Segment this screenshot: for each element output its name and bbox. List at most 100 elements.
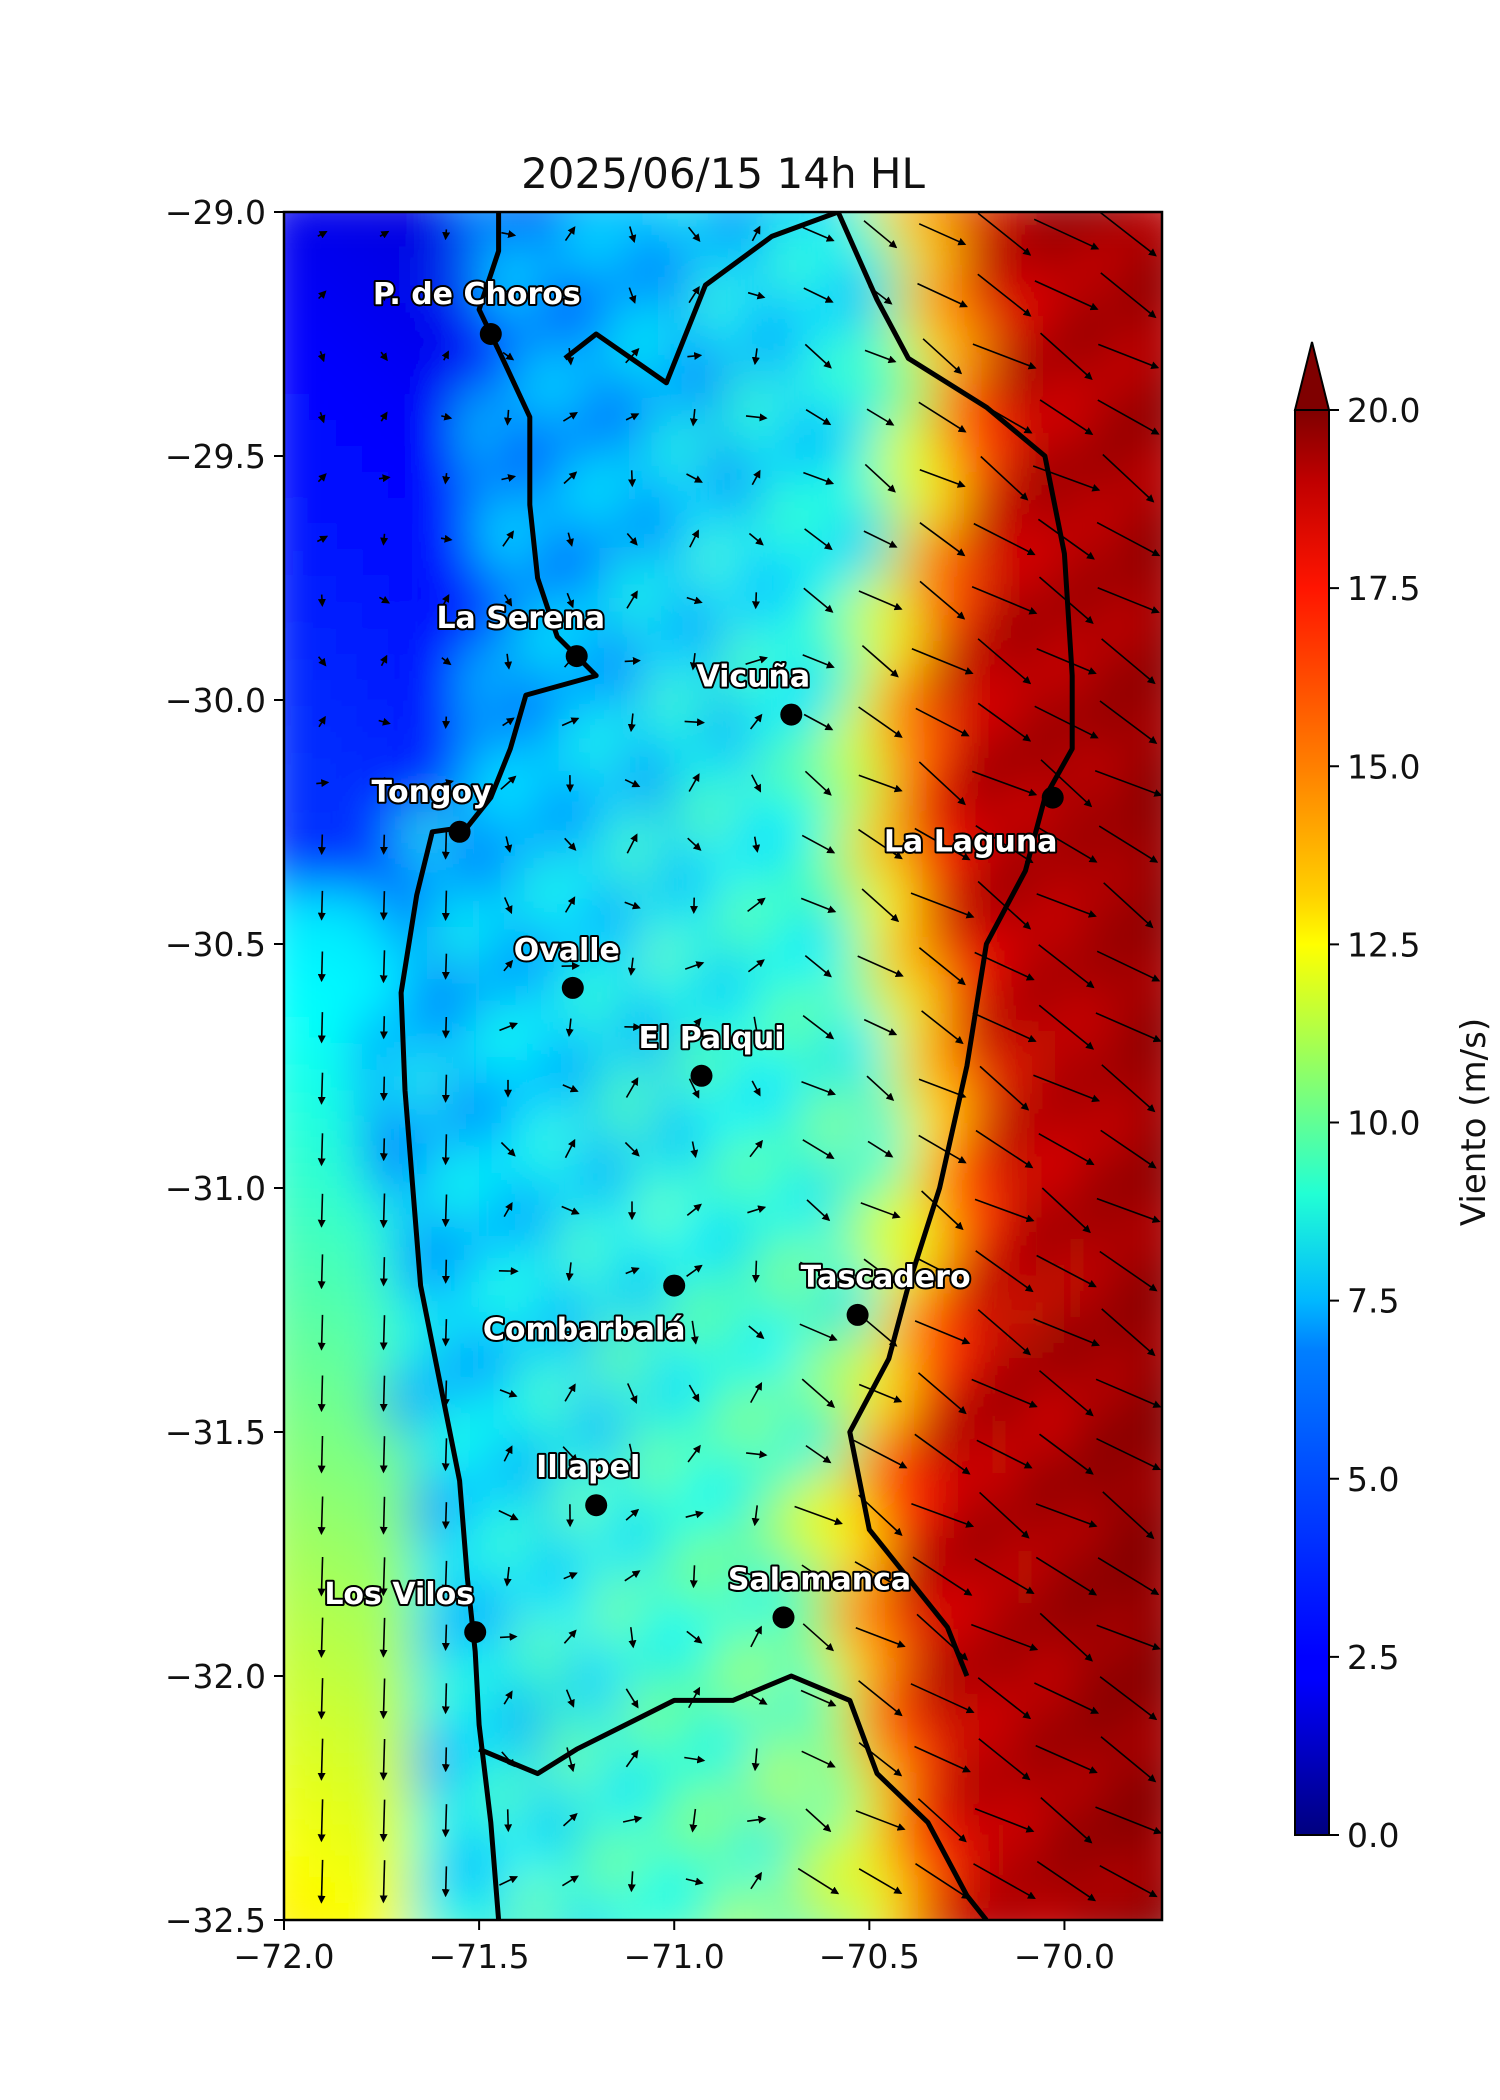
x-tick-label: −70.0 xyxy=(1014,1937,1115,1976)
wind-vector xyxy=(746,1450,768,1459)
y-tick-label: −32.5 xyxy=(165,1901,266,1940)
colorbar-tick-label: 2.5 xyxy=(1347,1638,1399,1677)
wind-vector xyxy=(625,1749,639,1768)
wind-vector xyxy=(805,409,832,426)
wind-vector xyxy=(379,1799,388,1842)
wind-vector xyxy=(1038,1004,1095,1050)
wind-vector xyxy=(1033,218,1100,250)
wind-vector xyxy=(504,836,513,854)
wind-vector xyxy=(797,1867,840,1895)
wind-vector xyxy=(441,1194,450,1228)
wind-vector xyxy=(975,825,1034,864)
wind-vector xyxy=(806,1199,831,1222)
wind-vector xyxy=(566,348,575,366)
wind-vector xyxy=(1037,518,1095,560)
wind-vector xyxy=(441,1683,450,1715)
wind-vector xyxy=(751,1080,761,1097)
wind-vector xyxy=(979,1065,1030,1111)
wind-vector xyxy=(317,1375,326,1413)
wind-vector xyxy=(918,1078,967,1099)
wind-vector xyxy=(503,1324,512,1342)
wind-vector xyxy=(379,1138,388,1162)
wind-vector xyxy=(805,1444,832,1464)
city-dot xyxy=(565,645,588,668)
wind-vector xyxy=(975,1250,1034,1293)
wind-vector xyxy=(1035,1503,1098,1528)
wind-vector xyxy=(685,1510,704,1519)
wind-vector xyxy=(1034,705,1099,739)
wind-vector xyxy=(441,657,452,666)
wind-speed-field xyxy=(284,212,1162,1920)
wind-vector xyxy=(1038,576,1094,624)
wind-vector xyxy=(860,1202,901,1219)
wind-vector xyxy=(628,287,637,304)
wind-vector xyxy=(855,1810,906,1831)
wind-vector xyxy=(566,1747,576,1773)
wind-vector xyxy=(972,343,1037,370)
wind-vector xyxy=(562,1446,578,1463)
wind-vector xyxy=(973,1863,1036,1899)
wind-vector xyxy=(1038,1133,1095,1166)
wind-vector xyxy=(379,1257,388,1287)
wind-vector xyxy=(1096,1624,1161,1651)
wind-vector xyxy=(867,1140,894,1158)
wind-vector xyxy=(317,1496,326,1536)
wind-vector xyxy=(379,411,388,422)
wind-vector xyxy=(861,888,900,923)
city-label: El Palqui xyxy=(638,1021,784,1056)
wind-vector xyxy=(915,707,970,737)
wind-vector xyxy=(439,779,454,787)
wind-vector xyxy=(317,951,326,983)
wind-vector xyxy=(1095,1378,1162,1408)
wind-vector xyxy=(688,1384,700,1403)
wind-vector xyxy=(627,1871,636,1893)
wind-vector xyxy=(317,1799,326,1843)
wind-vector xyxy=(317,1617,326,1658)
wind-vector xyxy=(976,1439,1033,1469)
wind-vector xyxy=(1036,647,1097,675)
wind-vector xyxy=(628,1627,637,1649)
wind-vector xyxy=(378,474,391,483)
wind-vector xyxy=(317,1435,326,1474)
wind-vector xyxy=(379,1375,388,1412)
wind-vector xyxy=(868,285,893,305)
wind-vector xyxy=(802,1139,835,1160)
wind-vector xyxy=(979,1491,1030,1539)
wind-vector xyxy=(912,1556,973,1596)
wind-vector xyxy=(686,1017,702,1036)
colorbar-tick-label: 10.0 xyxy=(1347,1104,1420,1143)
wind-vector xyxy=(687,226,701,243)
wind-vector xyxy=(686,1264,703,1277)
city-label: Ovalle xyxy=(514,933,620,968)
wind-vector xyxy=(977,880,1032,930)
wind-vector xyxy=(379,1315,388,1351)
wind-vector xyxy=(1036,1254,1097,1288)
wind-vector xyxy=(441,593,450,605)
wind-vector xyxy=(919,522,966,557)
wind-vector xyxy=(441,1016,450,1039)
wind-vector xyxy=(1036,893,1097,918)
wind-vector xyxy=(1097,587,1160,614)
city-dot xyxy=(464,1621,487,1644)
wind-vector xyxy=(910,892,975,919)
wind-vector xyxy=(317,231,328,239)
wind-vector xyxy=(914,1320,971,1345)
wind-vector xyxy=(380,533,389,546)
wind-vector xyxy=(378,596,390,604)
wind-vector xyxy=(1095,1806,1162,1835)
wind-vector xyxy=(688,1078,700,1099)
wind-vector xyxy=(971,586,1038,615)
wind-vector xyxy=(858,1680,903,1717)
wind-vector xyxy=(317,1254,326,1290)
colorbar-label: Viento (m/s) xyxy=(1454,1018,1494,1226)
wind-vector xyxy=(563,1572,578,1580)
wind-vector xyxy=(1099,700,1158,744)
wind-vector xyxy=(441,1438,450,1472)
wind-vector xyxy=(379,1193,388,1229)
wind-vector xyxy=(745,655,768,665)
city-marker: El Palqui xyxy=(636,1019,787,1087)
wind-vector xyxy=(626,532,638,546)
wind-vector xyxy=(917,1372,967,1415)
wind-vector xyxy=(802,654,835,669)
